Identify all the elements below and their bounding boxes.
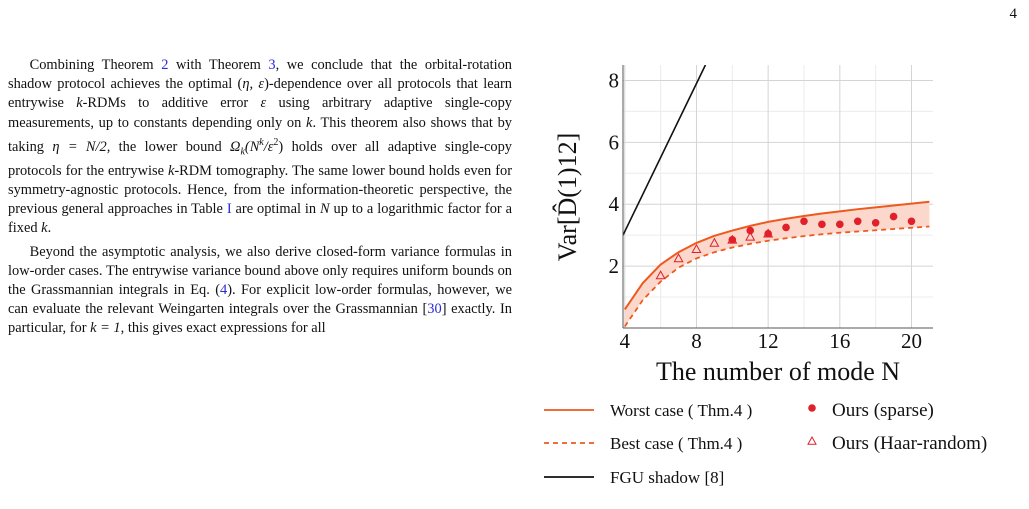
x-tick-label: 4 [620, 329, 631, 353]
x-tick-label: 12 [758, 329, 779, 353]
text-run: ] exactly. In particular, for [8, 301, 512, 337]
text-run: Combining Theorem [29, 57, 162, 73]
text-run: up to a logarithmic factor for a fixed [8, 201, 512, 237]
text-run: , the lower bound [106, 138, 231, 155]
reference-link[interactable]: 4 [220, 281, 228, 298]
text-run: -RDMs to additive error [82, 95, 261, 112]
text-run: , we conclude that the orbital-rotation … [8, 57, 512, 93]
math-symbol: N [320, 201, 330, 218]
legend-sparse-label: Ours (sparse) [832, 400, 934, 421]
text-run: ). For explicit low-order formulas, howe… [8, 281, 513, 318]
haar-point [709, 237, 720, 247]
math-symbol: /ε [263, 138, 274, 155]
variance-figure: 4 8 12 16 20 2 4 6 8 The number of mode N Var[D̂(1… [530, 55, 1025, 500]
math-symbol: ε [260, 95, 267, 112]
worst-case-line [623, 200, 930, 310]
y-tick-label: 4 [609, 192, 620, 216]
legend-fgu-label: FGU shadow [8] [610, 468, 724, 487]
x-tick-label: 20 [901, 329, 922, 353]
sparse-point [907, 217, 916, 226]
text-run: , this gives exact expressions for all [120, 320, 326, 337]
text-run: )-dependence over all protocols that lea… [8, 76, 512, 112]
y-tick-label: 8 [609, 68, 620, 92]
math-symbol: k [306, 114, 313, 131]
math-symbol: η, ε [242, 76, 265, 93]
reference-link[interactable]: 30 [427, 301, 442, 318]
sparse-point [764, 229, 772, 238]
reference-link[interactable]: 2 [161, 57, 169, 73]
body-text: Combining Theorem 2 with Theorem 3, we c… [8, 56, 512, 339]
haar-point [691, 243, 702, 253]
math-symbol: k [76, 95, 83, 112]
y-tick-label: 2 [609, 254, 620, 278]
math-symbol: k [41, 220, 48, 237]
text-run: are optimal in [231, 201, 320, 218]
text-run: . This theorem also shows that by taking [8, 114, 512, 155]
text-run: with Theorem [168, 57, 269, 73]
paragraph: Beyond the asymptotic analysis, we also … [8, 243, 512, 339]
sparse-point [746, 226, 755, 235]
math-symbol: k [240, 146, 245, 158]
legend-haar-marker [807, 435, 817, 445]
bound-band [624, 201, 930, 327]
math-symbol: k [259, 136, 264, 148]
reference-link[interactable]: 3 [268, 57, 276, 73]
text-run: 2 [273, 136, 279, 148]
sparse-point [800, 217, 808, 226]
sparse-point [871, 219, 880, 227]
y-tick-label: 6 [609, 130, 620, 154]
math-symbol: Ω [230, 138, 241, 155]
x-tick-label: 16 [829, 329, 850, 353]
text-run: ) [278, 138, 284, 155]
haar-point [763, 228, 774, 238]
haar-point [727, 234, 738, 244]
sparse-point [889, 212, 898, 221]
paragraph: Combining Theorem 2 with Theorem 3, we c… [8, 56, 512, 239]
math-symbol: η = N/2 [52, 138, 107, 155]
page-number: 4 [1009, 6, 1018, 22]
sparse-point [782, 223, 790, 232]
sparse-point [818, 220, 826, 229]
math-symbol: (N [244, 138, 260, 155]
best-case-line [624, 225, 930, 327]
math-symbol: k = 1 [90, 320, 121, 337]
text-run: Beyond the asymptotic analysis, we also … [8, 243, 512, 298]
x-axis-title: The number of mode N [656, 357, 900, 386]
legend-worst-label: Worst case ( Thm.4 ) [610, 401, 752, 420]
sparse-point [728, 236, 737, 244]
math-symbol: k [168, 162, 175, 179]
x-tick-label: 8 [691, 329, 702, 353]
legend-haar-label: Ours (Haar-random) [832, 433, 987, 454]
haar-point [673, 253, 684, 263]
haar-point [655, 270, 666, 280]
text-run: using arbitrary adaptive single-copy mea… [8, 95, 513, 131]
haar-point [745, 231, 756, 241]
y-axis-title: Var[D̂(1)12] [553, 133, 582, 262]
legend-sparse-marker [808, 404, 816, 412]
text-run: holds over all adaptive single-copy prot… [8, 138, 513, 179]
reference-link[interactable]: I [226, 201, 232, 218]
sparse-point [836, 220, 844, 229]
fgu-shadow-line [623, 65, 707, 236]
legend-best-label: Best case ( Thm.4 ) [610, 434, 742, 453]
sparse-point [853, 217, 862, 226]
text-run: -RDM tomography. The same lower bound ho… [8, 162, 512, 218]
text-run: . [47, 220, 52, 237]
